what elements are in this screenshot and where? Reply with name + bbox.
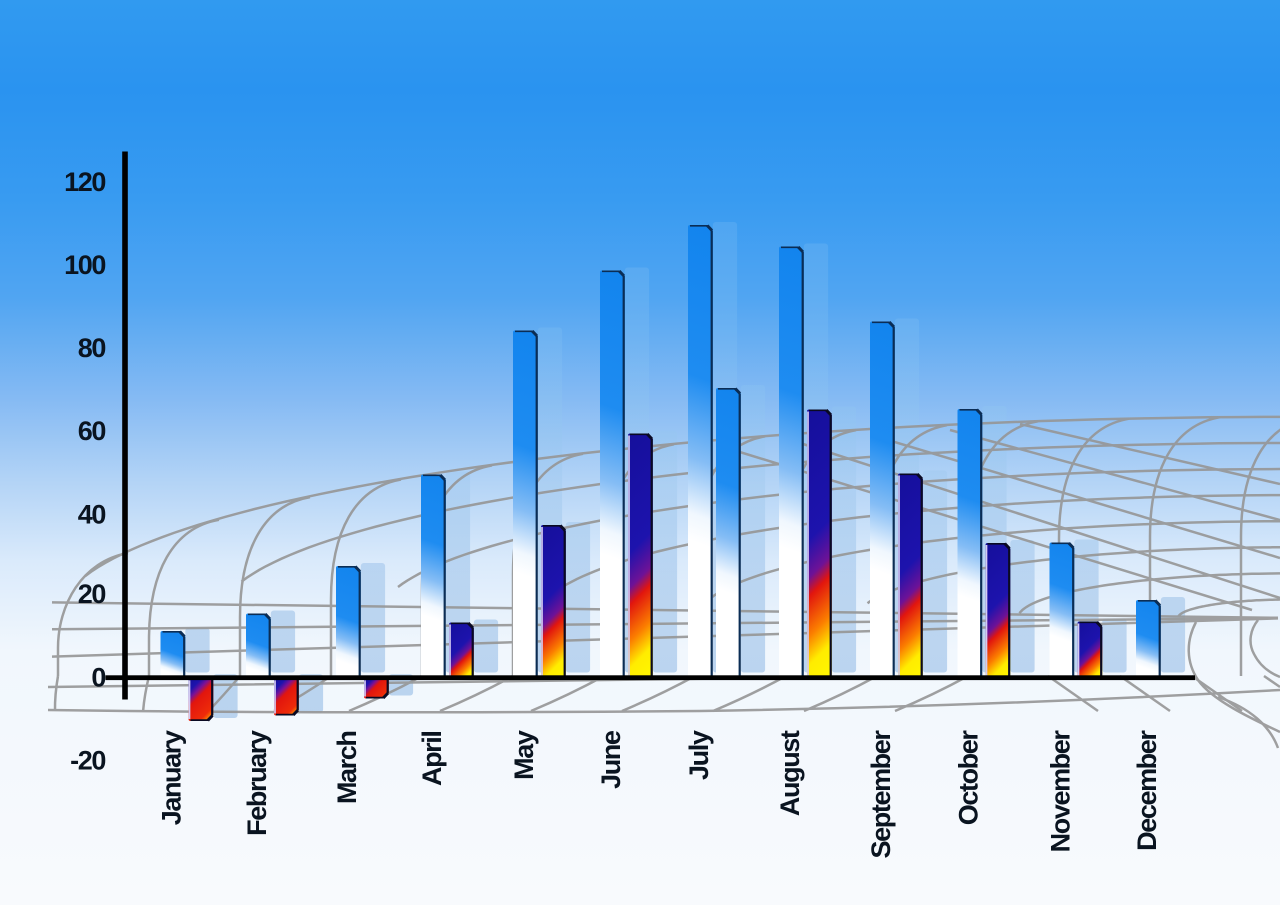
svg-text:20: 20: [78, 579, 106, 609]
svg-text:February: February: [242, 730, 272, 836]
svg-text:-20: -20: [70, 746, 105, 776]
svg-text:August: August: [775, 730, 805, 816]
svg-text:80: 80: [78, 333, 106, 363]
svg-text:March: March: [332, 732, 362, 805]
svg-text:120: 120: [64, 167, 105, 197]
svg-text:April: April: [417, 732, 447, 787]
svg-text:100: 100: [64, 250, 105, 280]
svg-text:October: October: [954, 730, 984, 826]
svg-text:May: May: [509, 730, 539, 780]
svg-text:June: June: [596, 730, 626, 789]
svg-text:November: November: [1046, 730, 1076, 853]
svg-text:60: 60: [78, 416, 106, 446]
svg-text:December: December: [1132, 730, 1162, 851]
svg-text:40: 40: [78, 500, 106, 530]
svg-text:September: September: [866, 730, 896, 859]
svg-text:July: July: [684, 730, 714, 780]
svg-text:0: 0: [91, 663, 105, 693]
svg-text:January: January: [157, 730, 187, 825]
